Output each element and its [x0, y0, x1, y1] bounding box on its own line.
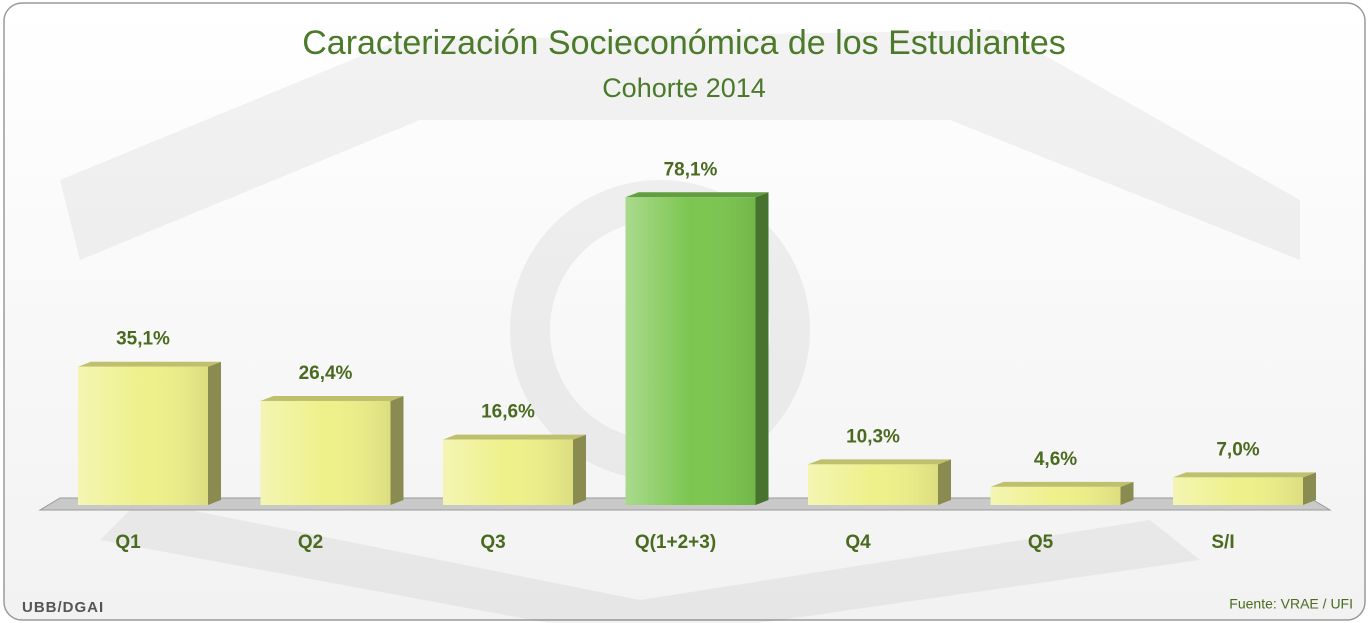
category-label: Q4 — [845, 532, 871, 553]
bar-gloss — [808, 464, 938, 505]
bar-side-shade — [390, 395, 404, 505]
category-label: Q2 — [298, 532, 323, 553]
bar-top-shade — [990, 481, 1134, 487]
source: Fuente: VRAE / UFI — [1229, 596, 1353, 612]
bar-top-shade — [1173, 472, 1316, 478]
bar-top-shade — [443, 434, 586, 440]
bar-gloss — [260, 400, 391, 505]
bar-side — [1303, 472, 1316, 505]
bar-gloss — [443, 439, 573, 505]
bar-top-shade — [808, 459, 951, 465]
bar-side — [938, 459, 951, 505]
bar-top — [990, 481, 1134, 487]
bar-gloss — [1173, 477, 1303, 505]
value-label: 26,4% — [299, 363, 353, 384]
bar-top — [625, 192, 769, 198]
bar-side-shade — [755, 192, 769, 505]
bar-top-shade — [625, 192, 769, 198]
category-label: Q5 — [1028, 532, 1054, 553]
bar-gloss — [990, 486, 1121, 505]
bar-side — [208, 361, 221, 505]
bar-side — [573, 434, 586, 505]
value-label: 35,1% — [116, 329, 170, 350]
bar-gloss — [625, 197, 756, 505]
category-label: Q3 — [480, 532, 505, 553]
bar-side-shade — [573, 434, 586, 505]
value-label: 10,3% — [846, 426, 900, 447]
bar-top — [1173, 472, 1316, 478]
category-label: Q1 — [115, 532, 141, 553]
bar-side — [390, 395, 404, 505]
footer-left: UBB/DGAI — [22, 599, 104, 616]
bar-top-shade — [78, 361, 221, 367]
bar-top — [78, 361, 221, 367]
bar-side-shade — [1303, 472, 1316, 505]
category-label: Q(1+2+3) — [635, 532, 716, 553]
value-label: 4,6% — [1034, 449, 1077, 470]
value-label: 78,1% — [664, 159, 718, 180]
bar-top — [260, 395, 404, 401]
chart-subtitle: Cohorte 2014 — [602, 73, 766, 103]
bar-gloss — [78, 366, 208, 505]
bar-top — [443, 434, 586, 440]
category-label: S/I — [1211, 532, 1234, 553]
bar-side — [1120, 481, 1134, 505]
bar-side-shade — [1120, 481, 1134, 505]
bar-side-shade — [938, 459, 951, 505]
bar-top-shade — [260, 395, 404, 401]
value-label: 16,6% — [481, 402, 535, 423]
value-label: 7,0% — [1216, 439, 1259, 460]
chart-title: Caracterización Socieconómica de los Est… — [302, 24, 1066, 62]
bar-side-shade — [208, 361, 221, 505]
bar-top — [808, 459, 951, 465]
bar-side — [755, 192, 769, 505]
